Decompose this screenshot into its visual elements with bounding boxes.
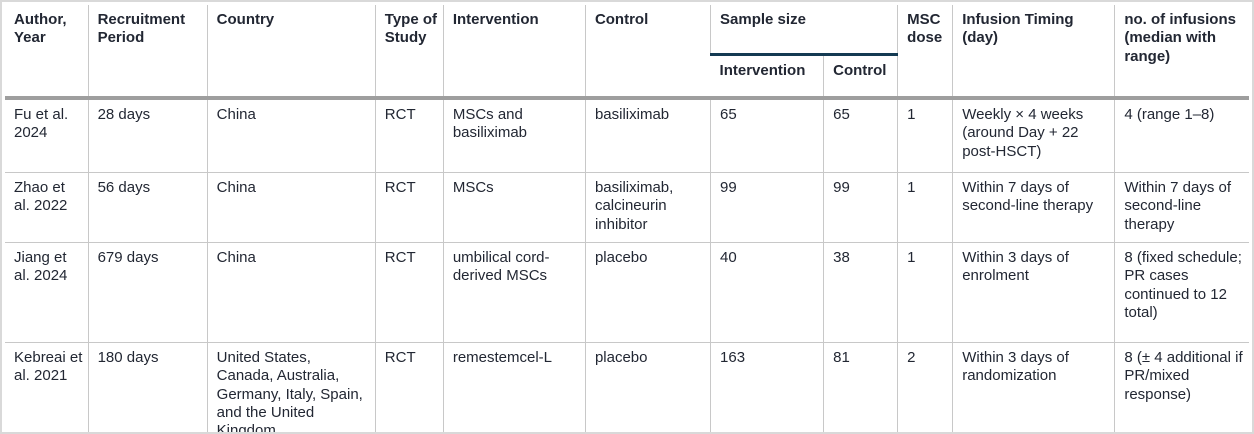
col-header-author-year: Author, Year: [5, 5, 89, 100]
col-header-intervention: Intervention: [442, 5, 586, 100]
cell-sample-intervention: 40: [710, 242, 824, 343]
cell-control: basiliximab, calcineurin inhibitor: [584, 172, 711, 243]
cell-no-infusions: Within 7 days of second-line therapy: [1114, 172, 1249, 243]
cell-intervention: umbilical cord-derived MSCs: [442, 242, 586, 343]
study-characteristics-table: Author, Year Recruitment Period Country …: [5, 5, 1249, 432]
table-row: Kebreai et al. 2021 180 days United Stat…: [5, 342, 1249, 432]
cell-msc-dose: 2: [897, 342, 953, 432]
cell-intervention: MSCs: [442, 172, 586, 243]
cell-country: United States, Canada, Australia, German…: [206, 342, 376, 432]
cell-sample-control: 99: [823, 172, 898, 243]
cell-author-year: Jiang et al. 2024: [5, 242, 89, 343]
table-header: Author, Year Recruitment Period Country …: [5, 5, 1249, 100]
cell-author-year: Kebreai et al. 2021: [5, 342, 89, 432]
cell-no-infusions: 8 (fixed schedule; PR cases continued to…: [1114, 242, 1249, 343]
cell-infusion-timing: Within 3 days of enrolment: [952, 242, 1115, 343]
cell-recruitment-period: 679 days: [87, 242, 208, 343]
cell-msc-dose: 1: [897, 97, 953, 173]
table-row: Zhao et al. 2022 56 days China RCT MSCs …: [5, 172, 1249, 243]
cell-country: China: [206, 97, 376, 173]
cell-sample-control: 38: [823, 242, 898, 343]
cell-type-of-study: RCT: [374, 242, 444, 343]
cell-control: basiliximab: [584, 97, 711, 173]
cell-recruitment-period: 28 days: [87, 97, 208, 173]
cell-sample-control: 65: [823, 97, 898, 173]
cell-control: placebo: [584, 342, 711, 432]
col-header-infusion-timing: Infusion Timing (day): [952, 5, 1115, 100]
table-row: Fu et al. 2024 28 days China RCT MSCs an…: [5, 97, 1249, 173]
cell-sample-control: 81: [823, 342, 898, 432]
cell-author-year: Zhao et al. 2022: [5, 172, 89, 243]
col-header-recruitment-period: Recruitment Period: [87, 5, 208, 100]
cell-sample-intervention: 99: [710, 172, 824, 243]
col-header-country: Country: [206, 5, 376, 100]
header-row-sample-size-sub: Intervention Control: [5, 54, 1249, 100]
cell-no-infusions: 4 (range 1–8): [1114, 97, 1249, 173]
table-body: Fu et al. 2024 28 days China RCT MSCs an…: [5, 97, 1249, 432]
cell-msc-dose: 1: [897, 242, 953, 343]
cell-type-of-study: RCT: [374, 97, 444, 173]
col-header-type-of-study: Type of Study: [374, 5, 444, 100]
cell-infusion-timing: Weekly × 4 weeks (around Day + 22 post-H…: [952, 97, 1115, 173]
cell-country: China: [206, 172, 376, 243]
cell-country: China: [206, 242, 376, 343]
cell-control: placebo: [584, 242, 711, 343]
header-row-main: Author, Year Recruitment Period Country …: [5, 5, 1249, 100]
cell-msc-dose: 1: [897, 172, 953, 243]
col-header-no-of-infusions: no. of infusions (median with range): [1114, 5, 1249, 100]
cell-type-of-study: RCT: [374, 172, 444, 243]
col-header-sample-size: Sample size: [710, 5, 898, 56]
cell-sample-intervention: 163: [710, 342, 824, 432]
cell-infusion-timing: Within 7 days of second-line therapy: [952, 172, 1115, 243]
cell-recruitment-period: 180 days: [87, 342, 208, 432]
table-row: Jiang et al. 2024 679 days China RCT umb…: [5, 242, 1249, 343]
col-subheader-sample-intervention: Intervention: [710, 54, 824, 100]
cell-type-of-study: RCT: [374, 342, 444, 432]
col-subheader-sample-control: Control: [823, 54, 898, 100]
cell-intervention: remestemcel-L: [442, 342, 586, 432]
cell-no-infusions: 8 (± 4 additional if PR/mixed response): [1114, 342, 1249, 432]
cell-author-year: Fu et al. 2024: [5, 97, 89, 173]
col-header-control: Control: [584, 5, 711, 100]
cell-recruitment-period: 56 days: [87, 172, 208, 243]
cell-infusion-timing: Within 3 days of randomization: [952, 342, 1115, 432]
col-header-msc-dose: MSC dose: [897, 5, 953, 100]
cell-intervention: MSCs and basiliximab: [442, 97, 586, 173]
cell-sample-intervention: 65: [710, 97, 824, 173]
